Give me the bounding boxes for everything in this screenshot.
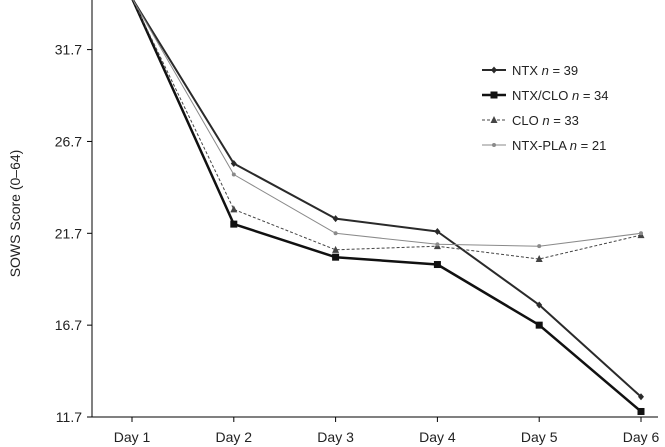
legend-marker: [492, 143, 496, 147]
data-point: [332, 215, 339, 223]
legend-marker: [490, 116, 498, 123]
data-point: [332, 245, 340, 253]
x-tick-label: Day 5: [521, 429, 558, 445]
data-point: [536, 301, 543, 309]
data-point: [537, 244, 542, 249]
data-point: [434, 227, 441, 235]
series-ntx: [131, 0, 644, 401]
y-tick-label: 21.7: [55, 225, 82, 241]
legend-label: NTX/CLO n = 34: [512, 88, 608, 103]
x-tick-label: Day 6: [623, 429, 660, 445]
y-tick-label: 26.7: [55, 133, 82, 149]
series-line: [132, 0, 642, 260]
data-point: [230, 220, 238, 228]
tick-labels: 11.7 16.7 21.7 26.7 31.7 Day 1 Day 2 Day 3 Day 4…: [7, 42, 659, 445]
legend-item: NTX/CLO n = 34: [482, 88, 608, 103]
data-point: [435, 242, 440, 247]
series-lines: [131, 0, 645, 415]
data-point: [231, 172, 236, 177]
y-tick-label: 31.7: [55, 42, 82, 58]
series-line: [132, 0, 642, 247]
legend-label: CLO n = 33: [512, 113, 579, 128]
data-point: [639, 231, 643, 236]
series-ntx-pla: [132, 0, 643, 249]
data-point: [637, 407, 645, 415]
data-point: [333, 231, 338, 236]
legend-item: NTX n = 39: [482, 63, 578, 78]
legend-marker: [491, 66, 497, 74]
legend-item: NTX-PLA n = 21: [482, 138, 606, 153]
data-point: [638, 393, 644, 401]
legend-item: CLO n = 33: [482, 113, 579, 128]
legend: NTX n = 39 NTX/CLO n = 34 CLO n = 33 NTX-PL…: [482, 63, 608, 153]
data-point: [230, 159, 237, 167]
series-line: [131, 0, 642, 398]
data-point: [332, 253, 340, 261]
series-line: [131, 0, 642, 413]
axes: [91, 0, 658, 418]
legend-label: NTX n = 39: [512, 63, 578, 78]
x-tick-label: Day 3: [317, 429, 354, 445]
data-point: [433, 261, 441, 269]
legend-marker: [490, 91, 498, 99]
series-ntx-clo: [131, 0, 645, 415]
y-axis-title: SOWS Score (0–64): [7, 150, 23, 278]
y-tick-label: 16.7: [55, 317, 82, 333]
data-point: [535, 321, 543, 329]
data-point: [230, 205, 238, 213]
legend-label: NTX-PLA n = 21: [512, 138, 606, 153]
x-tick-label: Day 4: [419, 429, 456, 445]
x-tick-label: Day 2: [216, 429, 253, 445]
data-point: [535, 255, 543, 263]
x-tick-label: Day 1: [114, 429, 151, 445]
y-tick-label: 11.7: [56, 409, 82, 425]
